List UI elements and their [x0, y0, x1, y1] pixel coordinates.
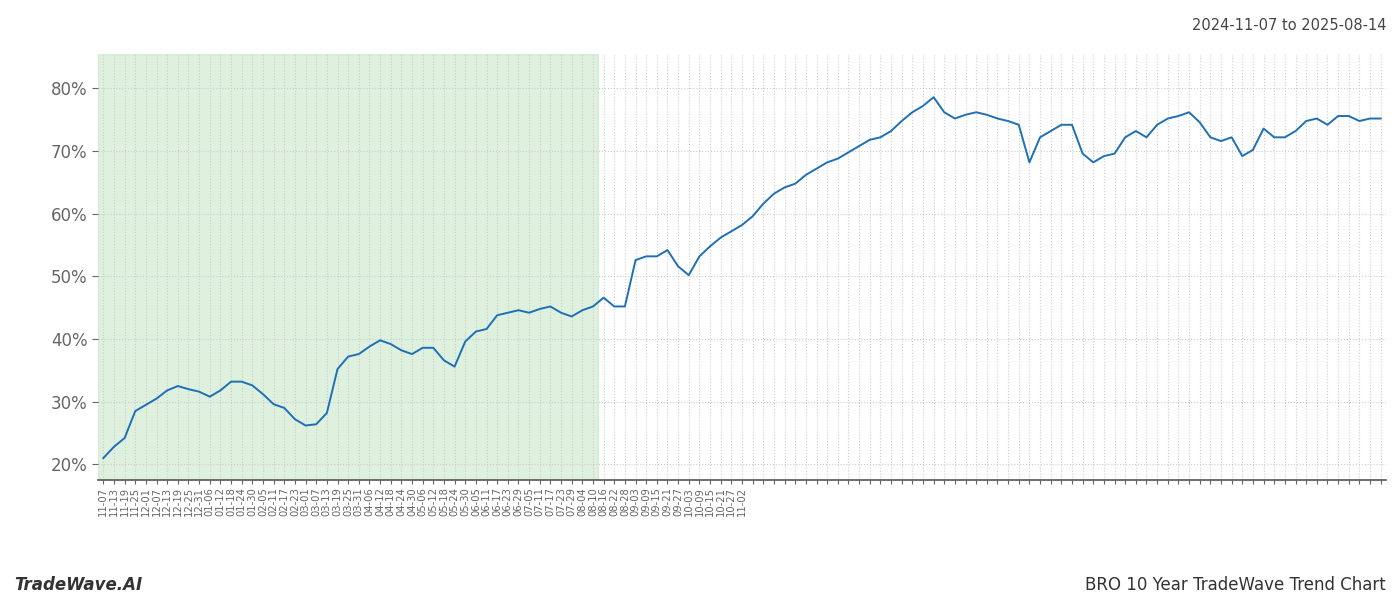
- Bar: [98, 54, 598, 480]
- Text: TradeWave.AI: TradeWave.AI: [14, 576, 143, 594]
- Text: 2024-11-07 to 2025-08-14: 2024-11-07 to 2025-08-14: [1191, 18, 1386, 33]
- Text: BRO 10 Year TradeWave Trend Chart: BRO 10 Year TradeWave Trend Chart: [1085, 576, 1386, 594]
